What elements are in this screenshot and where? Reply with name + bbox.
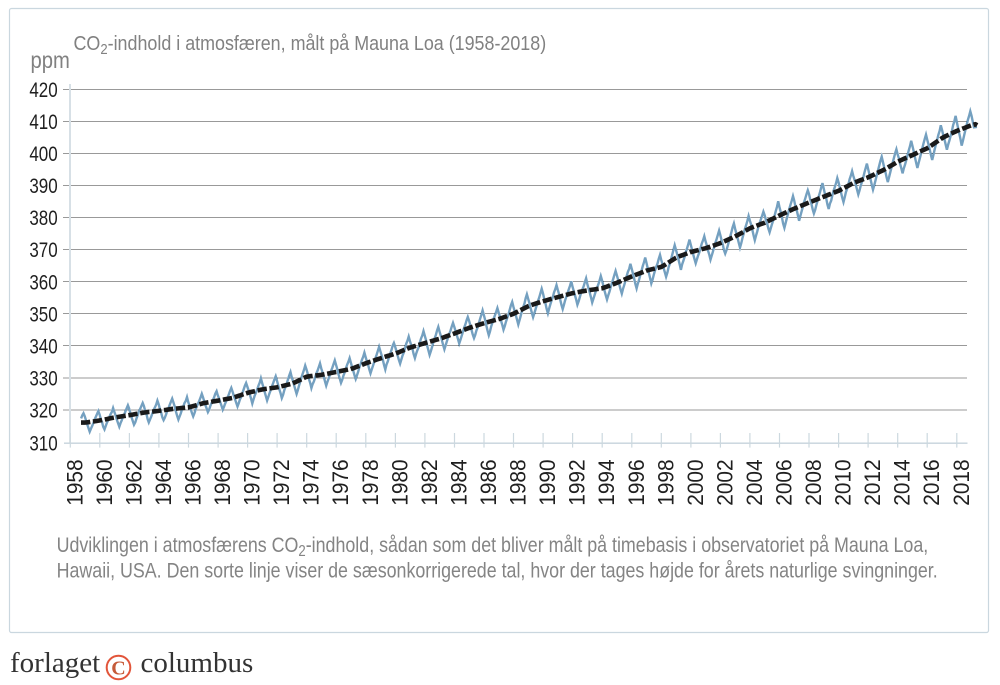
svg-text:370: 370 [29, 238, 58, 262]
svg-text:1992: 1992 [565, 459, 590, 505]
svg-text:C: C [111, 658, 125, 680]
svg-text:360: 360 [29, 270, 58, 294]
svg-text:1994: 1994 [595, 459, 620, 506]
svg-text:CO2-indhold i atmosfæren, målt: CO2-indhold i atmosfæren, målt på Mauna … [74, 33, 547, 57]
svg-text:1998: 1998 [654, 459, 679, 505]
svg-text:1976: 1976 [329, 459, 354, 505]
svg-text:forlaget: forlaget [10, 647, 100, 679]
svg-text:1984: 1984 [447, 459, 472, 506]
svg-text:Hawaii, USA. Den sorte linje v: Hawaii, USA. Den sorte linje viser de sæ… [57, 559, 938, 583]
svg-text:2012: 2012 [861, 459, 886, 505]
svg-text:1982: 1982 [417, 459, 442, 505]
svg-text:2014: 2014 [890, 459, 915, 506]
svg-text:1964: 1964 [151, 459, 176, 506]
svg-text:Udviklingen i atmosfærens CO2-: Udviklingen i atmosfærens CO2-indhold, s… [57, 534, 929, 561]
svg-text:350: 350 [29, 302, 58, 326]
svg-text:420: 420 [29, 78, 58, 102]
svg-text:2018: 2018 [949, 459, 974, 505]
svg-text:1988: 1988 [506, 459, 531, 505]
svg-text:ppm: ppm [31, 47, 70, 74]
svg-text:1974: 1974 [299, 459, 324, 506]
svg-text:390: 390 [29, 174, 58, 198]
svg-text:320: 320 [29, 399, 58, 423]
svg-text:1970: 1970 [240, 459, 265, 506]
svg-text:2002: 2002 [713, 459, 738, 505]
svg-text:330: 330 [29, 367, 58, 391]
svg-text:310: 310 [29, 432, 58, 456]
svg-text:410: 410 [29, 110, 58, 134]
svg-text:2010: 2010 [831, 459, 856, 506]
svg-text:1980: 1980 [388, 459, 413, 506]
svg-text:2016: 2016 [920, 459, 945, 505]
svg-text:1990: 1990 [536, 459, 561, 506]
svg-text:1962: 1962 [122, 459, 147, 505]
svg-text:400: 400 [29, 142, 58, 166]
svg-text:1978: 1978 [358, 459, 383, 505]
svg-text:1972: 1972 [270, 459, 295, 505]
svg-text:2006: 2006 [772, 459, 797, 505]
svg-text:1966: 1966 [181, 459, 206, 505]
svg-text:1968: 1968 [211, 459, 236, 505]
svg-text:1986: 1986 [477, 459, 502, 505]
svg-text:1996: 1996 [624, 459, 649, 505]
svg-text:1958: 1958 [63, 459, 88, 505]
svg-text:2004: 2004 [742, 459, 767, 506]
svg-text:columbus: columbus [141, 647, 254, 679]
svg-text:2008: 2008 [802, 459, 827, 505]
svg-text:380: 380 [29, 206, 58, 230]
svg-text:2000: 2000 [683, 459, 708, 506]
svg-text:340: 340 [29, 335, 58, 359]
svg-text:1960: 1960 [92, 459, 117, 506]
